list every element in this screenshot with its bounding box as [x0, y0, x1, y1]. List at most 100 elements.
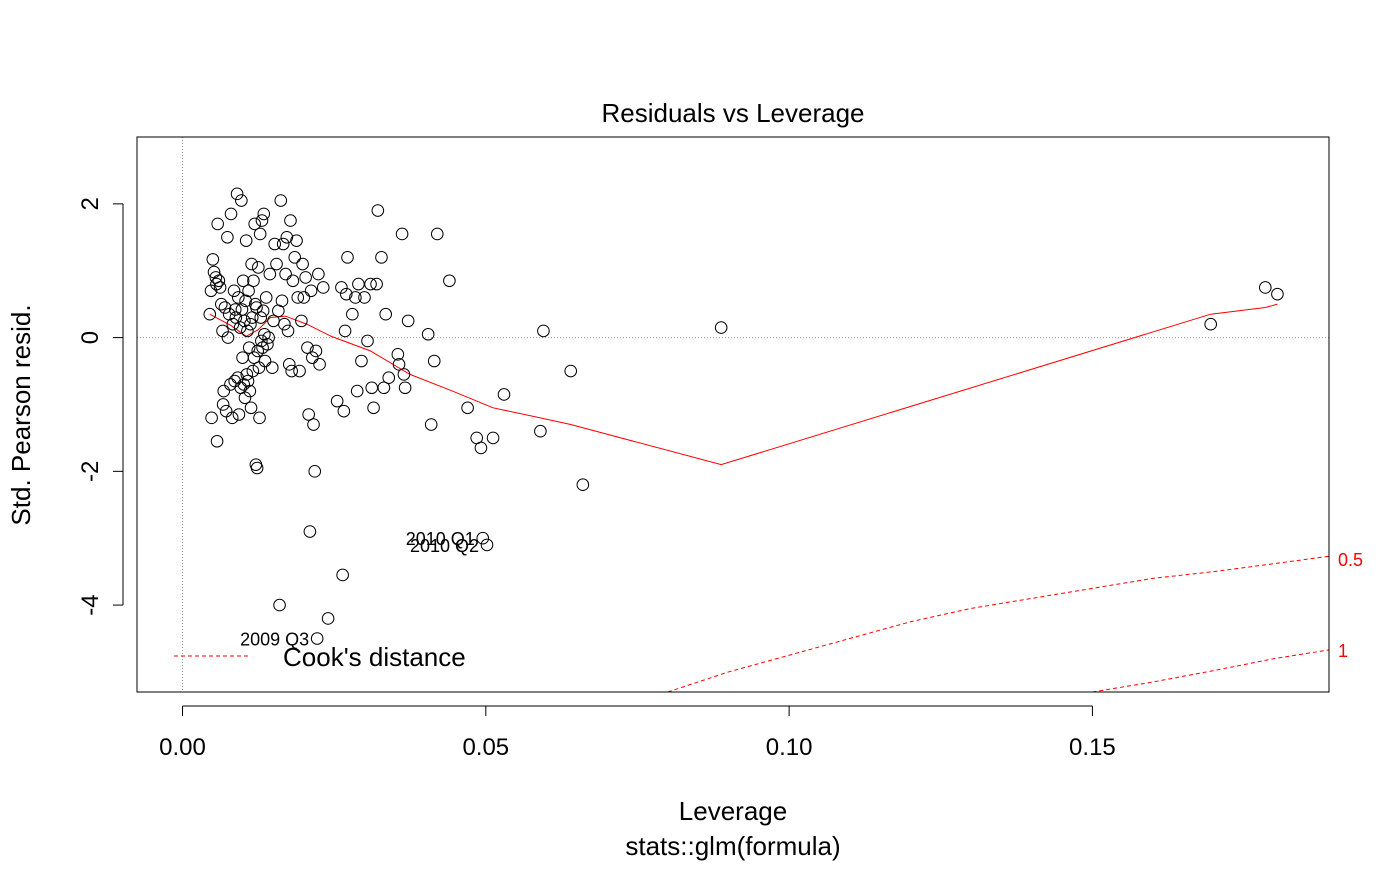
- data-point: [263, 267, 277, 281]
- data-point: [303, 525, 317, 538]
- data-point: [371, 204, 385, 217]
- data-point: [217, 384, 231, 398]
- data-point: [377, 381, 391, 395]
- data-point: [273, 598, 286, 612]
- data-point: [1204, 317, 1218, 331]
- data-point: [211, 217, 224, 231]
- data-point: [370, 277, 383, 291]
- data-point: [239, 294, 252, 308]
- data-point: [335, 281, 348, 294]
- data-point: [285, 364, 298, 378]
- data-point: [221, 331, 235, 344]
- cook-curve-0.5: [667, 555, 1329, 692]
- data-point: [215, 297, 228, 311]
- data-point: [246, 364, 260, 378]
- data-point: [252, 261, 265, 274]
- data-point: [253, 411, 266, 425]
- data-point: [255, 334, 268, 348]
- data-point: [255, 214, 269, 227]
- data-point: [274, 194, 288, 207]
- plot-frame: [136, 136, 1330, 693]
- data-point: [225, 411, 239, 425]
- x-axis-label: Leverage: [679, 796, 787, 826]
- data-point: [398, 381, 412, 395]
- data-point: [241, 374, 255, 388]
- data-point: [247, 274, 260, 288]
- data-point: [293, 364, 306, 378]
- data-point: [258, 354, 272, 368]
- data-point: [232, 408, 246, 421]
- data-point: [299, 271, 312, 284]
- data-point: [258, 327, 271, 341]
- data-point: [254, 311, 268, 324]
- data-point: [206, 253, 220, 266]
- data-point: [365, 381, 379, 395]
- data-point: [242, 284, 255, 298]
- data-point: [443, 274, 456, 288]
- data-point: [219, 404, 233, 418]
- data-point: [312, 267, 325, 281]
- x-axis: 0.00 0.05 0.10 0.15: [159, 705, 1116, 761]
- data-point: [245, 257, 258, 271]
- data-point: [382, 371, 396, 385]
- data-point: [291, 291, 305, 304]
- x-axis-subtitle: stats::glm(formula): [625, 831, 840, 861]
- data-point: [216, 398, 230, 411]
- data-point: [421, 327, 435, 341]
- data-point: [304, 284, 318, 298]
- smooth-line: [209, 303, 1278, 466]
- data-point: [564, 364, 578, 378]
- data-point: [242, 341, 256, 354]
- data-point: [355, 354, 368, 368]
- data-point: [308, 465, 322, 478]
- data-point: [307, 418, 320, 431]
- data-point: [391, 348, 405, 361]
- data-point: [534, 424, 547, 438]
- data-point: [316, 281, 330, 294]
- data-point: [226, 317, 240, 331]
- data-point: [282, 358, 296, 371]
- data-point: [241, 324, 254, 338]
- data-point: [480, 538, 494, 552]
- data-point: [296, 257, 309, 271]
- data-point: [230, 187, 244, 201]
- data-point: [261, 337, 274, 351]
- y-tick-label: -4: [77, 594, 104, 615]
- y-tick-label: 2: [77, 197, 104, 210]
- data-point: [295, 314, 308, 328]
- data-point: [250, 461, 264, 475]
- data-point: [346, 307, 359, 321]
- data-point: [248, 217, 261, 231]
- data-point: [301, 341, 314, 354]
- data-point: [210, 277, 223, 291]
- data-point: [476, 531, 490, 545]
- data-point: [364, 277, 377, 291]
- data-point: [243, 384, 257, 398]
- data-point: [576, 478, 590, 492]
- data-point: [349, 291, 362, 304]
- cook-curve-1: [1092, 649, 1329, 692]
- cook-curve-label: 0.5: [1338, 550, 1363, 570]
- data-point: [1271, 287, 1284, 301]
- data-point: [497, 388, 511, 401]
- data-point: [212, 274, 226, 288]
- data-point: [262, 331, 275, 344]
- data-point: [341, 251, 354, 264]
- cook-curves: [667, 555, 1329, 692]
- data-point: [244, 317, 257, 331]
- x-tick-label: 0.00: [159, 734, 206, 761]
- data-point: [352, 277, 365, 291]
- data-point: [714, 321, 728, 334]
- data-point: [336, 568, 349, 582]
- x-tick-label: 0.15: [1069, 734, 1116, 761]
- data-point: [276, 237, 290, 251]
- data-point: [239, 234, 253, 247]
- data-point: [330, 394, 344, 408]
- data-point: [367, 401, 380, 415]
- data-point: [286, 274, 300, 288]
- x-tick-label: 0.05: [462, 734, 509, 761]
- data-point: [268, 237, 282, 251]
- data-point: [1259, 281, 1272, 294]
- y-tick-label: 0: [77, 331, 104, 344]
